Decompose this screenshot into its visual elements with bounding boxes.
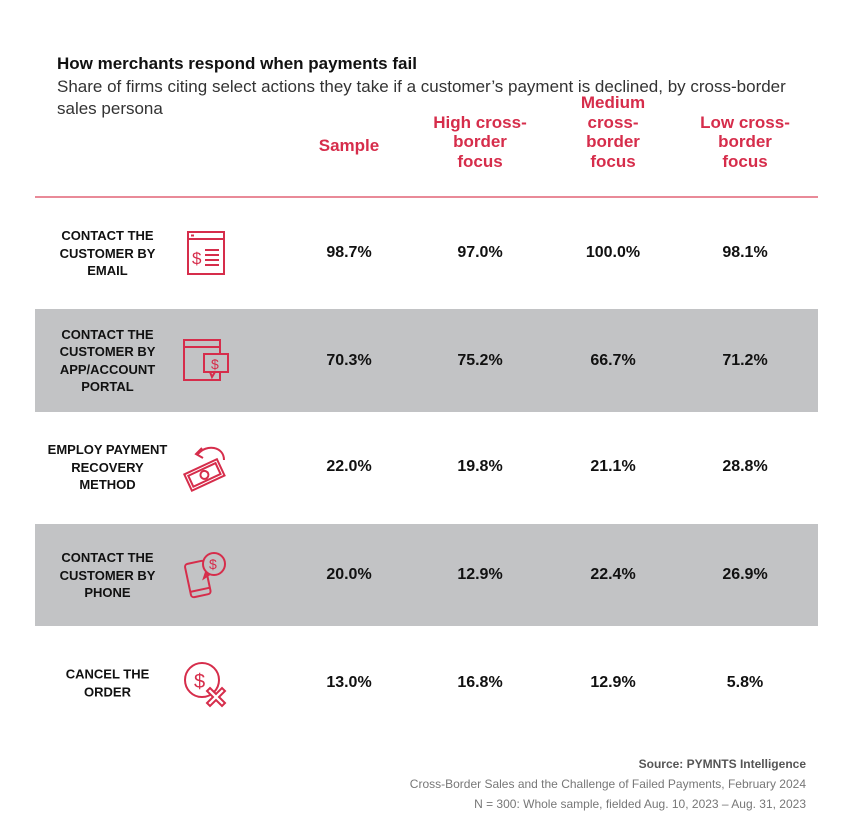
table-row: CONTACT THE CUSTOMER BY APP/ACCOUNT PORT…: [35, 309, 818, 412]
row-label: EMPLOY PAYMENT RECOVERY METHOD: [47, 441, 168, 492]
money-recovery-icon: [180, 442, 230, 492]
table-cell: 26.9%: [722, 566, 768, 583]
source-label: Source: PYMNTS Intelligence: [638, 757, 806, 771]
table-cell: 13.0%: [326, 674, 372, 691]
chart-title: How merchants respond when payments fail: [57, 54, 417, 73]
row-label: CONTACT THE CUSTOMER BY PHONE: [59, 549, 156, 600]
portal-dollar-icon: $: [180, 336, 230, 386]
table-cell: 98.7%: [326, 244, 372, 261]
table-cell: 5.8%: [726, 674, 764, 691]
chart-subtitle: Share of firms citing select actions the…: [57, 77, 786, 118]
svg-text:$: $: [192, 249, 202, 268]
row-label: CONTACT THE CUSTOMER BY EMAIL: [59, 227, 156, 278]
table-cell: 66.7%: [590, 351, 636, 369]
table-cell: 21.1%: [590, 458, 636, 475]
table-cell: 20.0%: [326, 566, 372, 583]
column-header: Sample: [318, 135, 380, 155]
svg-text:$: $: [209, 556, 217, 572]
report-title: Cross-Border Sales and the Challenge of …: [409, 777, 806, 791]
row-label: CANCEL THE ORDER: [65, 666, 150, 700]
table-cell: 16.8%: [457, 674, 503, 691]
row-label: CONTACT THE CUSTOMER BY APP/ACCOUNT PORT…: [59, 326, 156, 395]
table-cell: 71.2%: [722, 351, 768, 369]
svg-text:$: $: [194, 671, 205, 693]
table-cell: 22.4%: [590, 566, 636, 583]
table-row: EMPLOY PAYMENT RECOVERY METHOD 22.0% 19.8%…: [35, 412, 818, 522]
table-cell: 12.9%: [590, 674, 636, 691]
table-cell: 100.0%: [585, 244, 641, 261]
column-header: Low cross-border focus: [700, 112, 790, 171]
table-cell: 19.8%: [457, 458, 503, 475]
table-cell: 28.8%: [722, 458, 768, 475]
table-row: CONTACT THE CUSTOMER BY EMAIL $98.7% 97.0%…: [35, 198, 818, 308]
table-row: CONTACT THE CUSTOMER BY PHONE $20.0% 12.9%…: [35, 524, 818, 626]
email-dollar-icon: $: [180, 228, 230, 278]
table-cell: 70.3%: [326, 351, 372, 369]
table-row: CANCEL THE ORDER $13.0% 16.8% 12.9% 5.8%: [35, 626, 818, 740]
svg-text:$: $: [211, 356, 219, 372]
phone-dollar-icon: $: [180, 550, 230, 600]
sample-note: N = 300: Whole sample, fielded Aug. 10, …: [474, 797, 806, 811]
table-cell: 75.2%: [457, 351, 503, 369]
header-divider: [35, 196, 818, 198]
table-cell: 22.0%: [326, 458, 372, 475]
table-cell: 12.9%: [457, 566, 503, 583]
column-header: High cross-border focus: [433, 112, 527, 171]
column-header: Medium cross-border focus: [580, 93, 646, 171]
table-cell: 98.1%: [722, 244, 768, 261]
cancel-dollar-icon: $: [180, 658, 230, 708]
table-cell: 97.0%: [457, 244, 503, 261]
